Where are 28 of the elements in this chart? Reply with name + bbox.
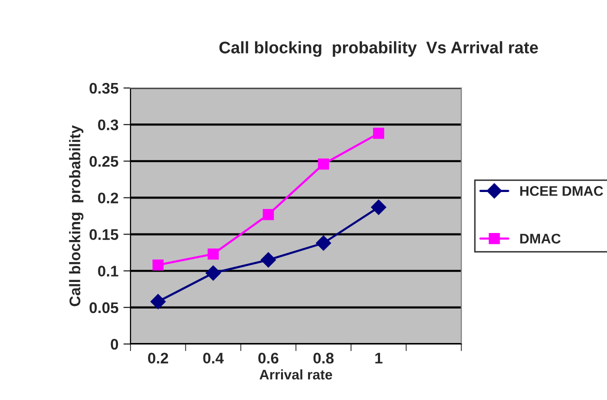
x-tick-label: 0.8	[313, 352, 334, 364]
y-tick-label: 0.05	[90, 302, 118, 314]
x-tick-label: 1	[375, 352, 382, 364]
y-tick-label: 0	[110, 338, 118, 350]
x-tick-label: 0.2	[148, 352, 168, 364]
point	[208, 248, 219, 260]
y-tick-label: 0.3	[98, 119, 118, 130]
legend-label: DMAC	[520, 234, 561, 244]
legend-label: HCEE DMAC	[520, 186, 604, 196]
point	[262, 208, 274, 220]
point	[371, 200, 386, 215]
x-tick-label: 0.4	[203, 352, 224, 364]
point	[150, 294, 166, 310]
y-tick-label: 0.35	[90, 82, 118, 94]
point	[152, 259, 164, 271]
chart-title: Call blocking probability Vs Arrival rate	[219, 41, 538, 57]
y-tick-label: 0.2	[98, 192, 118, 204]
x-tick-label: 0.6	[258, 352, 278, 364]
point	[373, 128, 384, 139]
y-tick-label: 0.1	[98, 266, 118, 277]
point	[260, 252, 276, 268]
point	[316, 235, 332, 251]
x-axis-title: Arrival rate	[260, 369, 332, 380]
point	[206, 265, 221, 281]
point	[318, 158, 330, 170]
y-axis-title: Call blocking probability	[69, 125, 84, 306]
y-tick-label: 0.15	[90, 229, 118, 240]
y-tick-label: 0.25	[90, 156, 118, 167]
